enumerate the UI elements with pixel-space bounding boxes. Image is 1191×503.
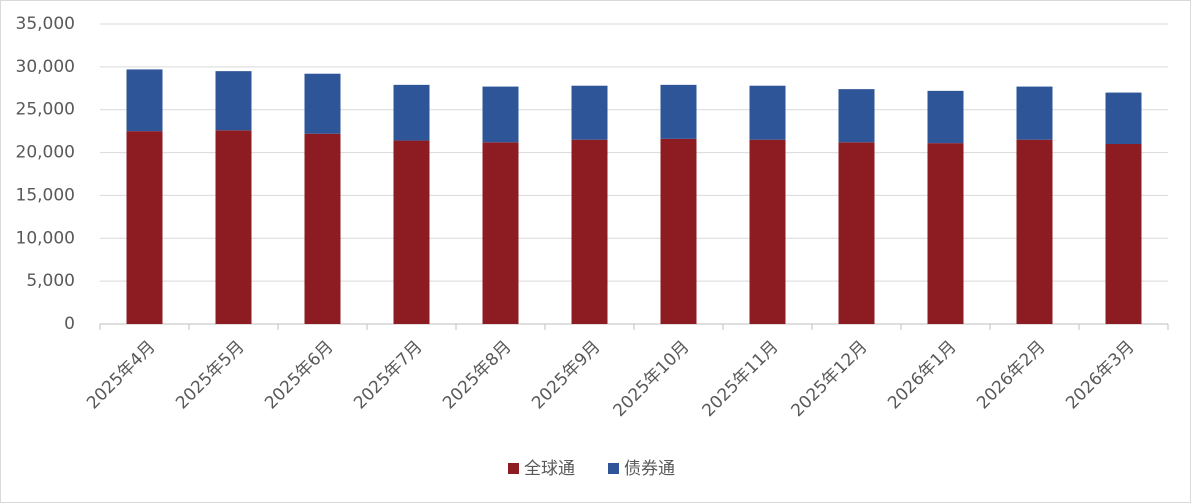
y-tick-label: 0: [64, 314, 75, 334]
bar-segment: [1016, 86, 1053, 140]
bar-segment: [1016, 139, 1053, 324]
bar-segment: [927, 143, 964, 324]
bar-segment: [482, 86, 519, 143]
bar-segment: [1105, 92, 1142, 144]
bar-segment: [215, 130, 252, 324]
y-tick-label: 35,000: [16, 14, 75, 34]
legend-label: 债券通: [624, 459, 675, 479]
bar-segment: [571, 139, 608, 324]
bar-segment: [660, 84, 697, 139]
bar-segment: [660, 138, 697, 324]
bar-segment: [1105, 144, 1142, 324]
legend-swatch: [508, 463, 519, 474]
y-tick-label: 10,000: [16, 228, 75, 248]
bar-segment: [215, 71, 252, 131]
bar-segment: [126, 131, 163, 324]
bar-segment: [393, 84, 430, 141]
bar-segment: [571, 85, 608, 140]
legend-label: 全球通: [524, 459, 575, 479]
bar-segment: [927, 90, 964, 144]
bar-segment: [749, 139, 786, 324]
bar-segment: [838, 89, 875, 143]
bar-segment: [838, 142, 875, 324]
y-tick-label: 15,000: [16, 185, 75, 205]
y-tick-label: 30,000: [16, 57, 75, 77]
bar-segment: [304, 133, 341, 324]
bar-segment: [482, 142, 519, 324]
y-tick-label: 5,000: [26, 271, 75, 291]
y-tick-label: 25,000: [16, 100, 75, 120]
bar-segment: [126, 69, 163, 132]
bar-segment: [304, 73, 341, 134]
bar-segment: [393, 140, 430, 324]
bar-segment: [749, 85, 786, 140]
legend-swatch: [608, 463, 619, 474]
y-tick-label: 20,000: [16, 143, 75, 163]
